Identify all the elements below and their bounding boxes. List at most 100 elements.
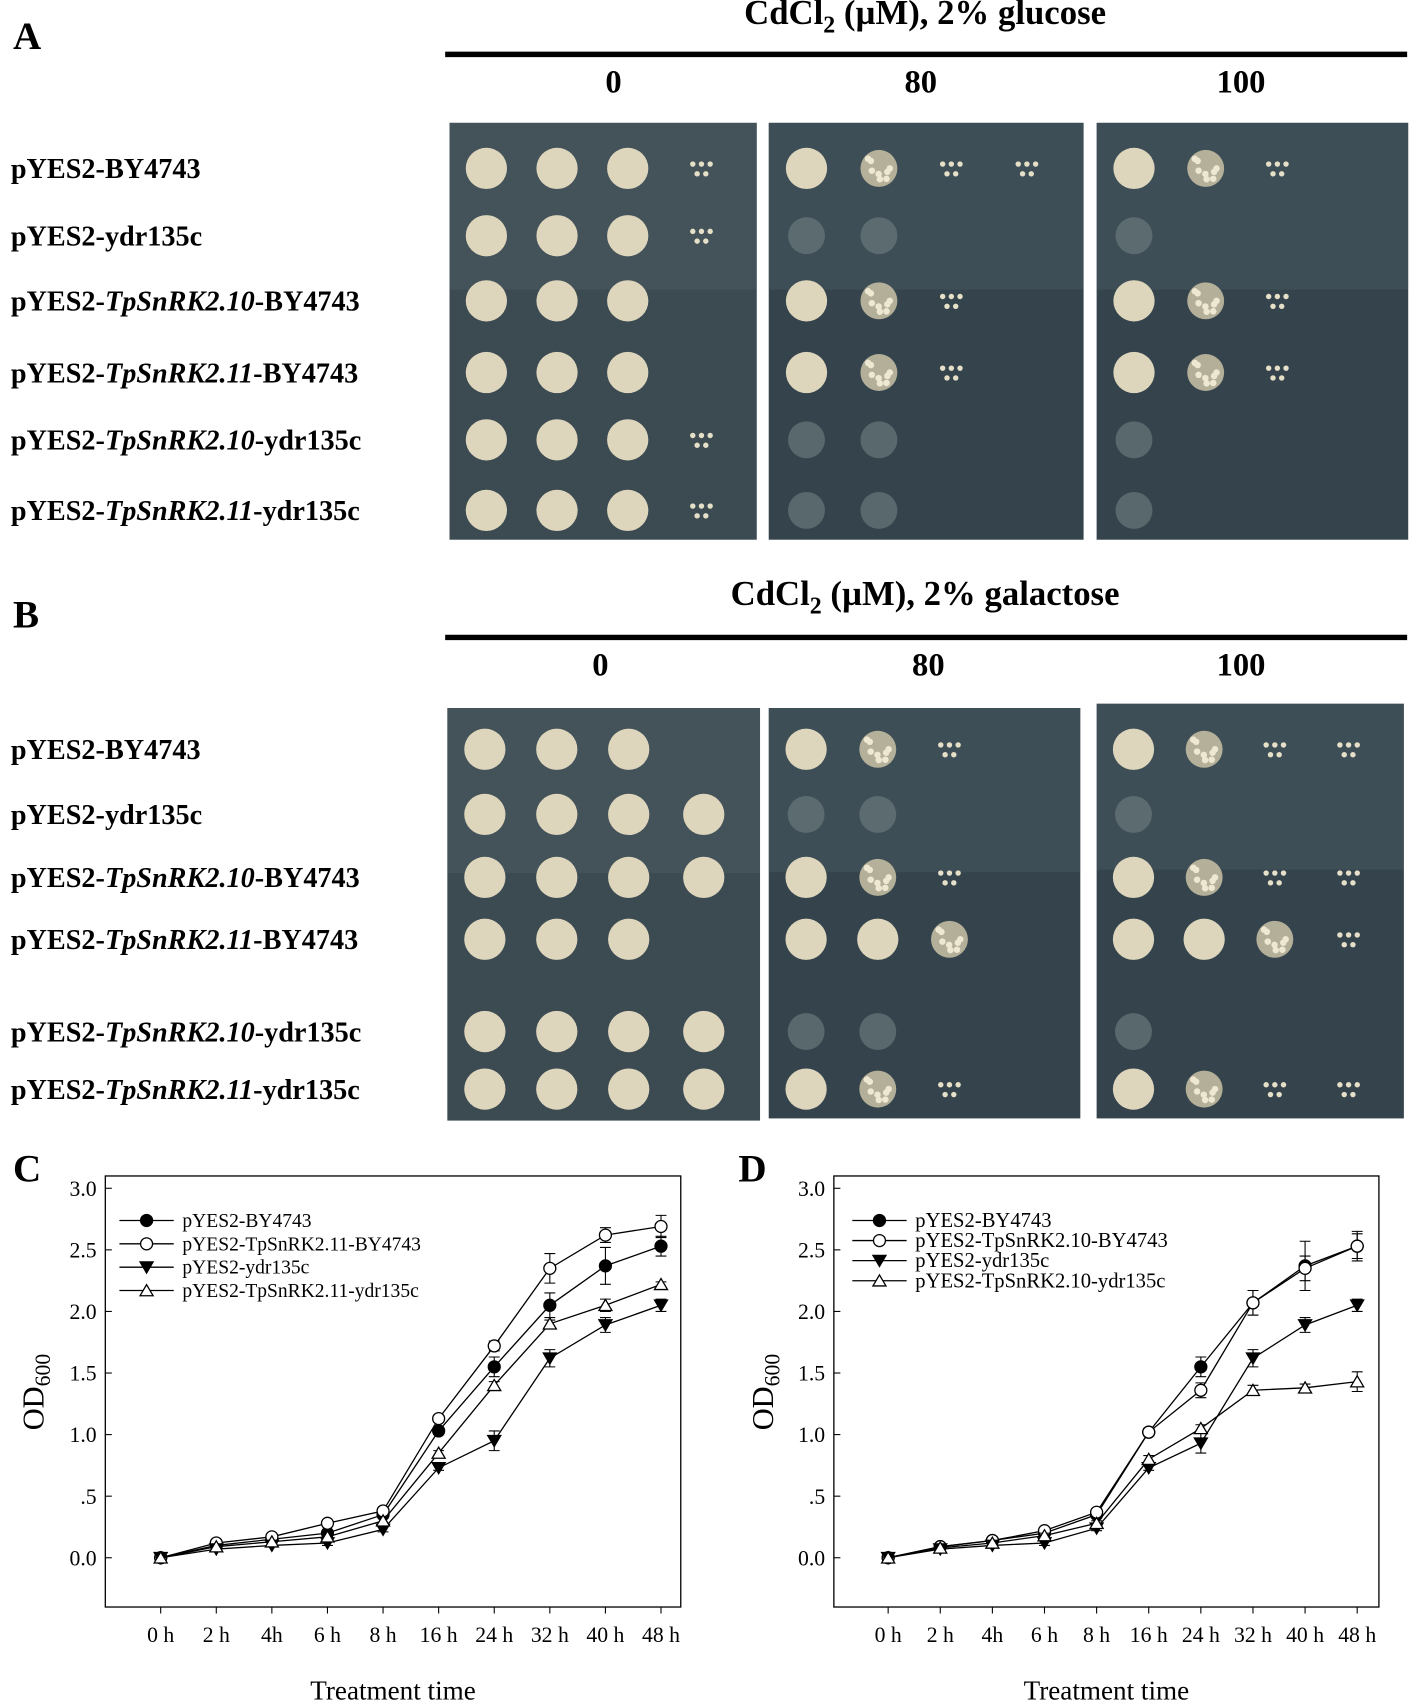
- y-tick-label: 3.0: [798, 1177, 825, 1201]
- colony-speck: [1345, 870, 1352, 876]
- colony: [608, 1068, 650, 1110]
- colony-faint: [859, 1013, 897, 1051]
- strain-label: pYES2-TpSnRK2.11-ydr135c: [11, 496, 360, 527]
- colony-speck: [1341, 880, 1347, 886]
- marker: [1193, 1437, 1209, 1451]
- colony: [607, 489, 649, 532]
- colony-speck: [876, 380, 884, 387]
- marker: [871, 1273, 888, 1287]
- marker: [1088, 1516, 1105, 1530]
- strain-part: TpSnRK2.10: [105, 863, 255, 894]
- panel-letter: B: [13, 594, 39, 637]
- colony-speck: [1260, 926, 1268, 933]
- marker: [984, 1535, 1001, 1549]
- colony-speck: [875, 1096, 882, 1104]
- strain-label: pYES2-BY4743: [11, 154, 201, 185]
- colony-speck: [883, 175, 890, 183]
- colony-speck: [939, 293, 946, 300]
- colony: [1113, 280, 1155, 322]
- series-line: [160, 1225, 662, 1559]
- colony-speck: [1191, 287, 1199, 295]
- colony-speck: [1265, 365, 1272, 371]
- colony-speck: [1201, 884, 1209, 892]
- colony-speck: [1209, 749, 1216, 756]
- legend-label: pYES2-BY4743: [915, 1210, 1051, 1232]
- marker: [1349, 1374, 1365, 1388]
- colony-speck: [953, 946, 961, 953]
- colony: [536, 489, 578, 532]
- colony-speck: [863, 864, 871, 872]
- colony-speck: [955, 742, 961, 748]
- colony-faint: [788, 421, 825, 459]
- concentration: 0: [605, 64, 621, 100]
- legend-label: pYES2-BY4743: [182, 1211, 311, 1232]
- colony: [536, 856, 578, 899]
- colony-speck: [883, 308, 890, 315]
- colony-speck: [1283, 293, 1289, 300]
- plot-frame: [104, 1175, 682, 1608]
- strain-part: TpSnRK2.10: [105, 287, 255, 318]
- x-tick-label: 0 h: [147, 1623, 174, 1647]
- x-tick-label: 48 h: [1338, 1623, 1376, 1647]
- colony-speck: [874, 751, 881, 759]
- strain-part: -BY4743: [255, 863, 360, 894]
- condition-part: 2: [810, 594, 822, 620]
- strain-label: pYES2-TpSnRK2.11-BY4743: [11, 358, 358, 389]
- strain-label: pYES2-TpSnRK2.11-BY4743: [11, 925, 358, 956]
- colony-speck: [1354, 932, 1360, 938]
- strain-part: pYES2-: [11, 358, 105, 389]
- colony-speck: [874, 879, 881, 887]
- colony-speck: [690, 228, 696, 235]
- x-tick-label: 4h: [261, 1623, 283, 1647]
- x-tick-label: 2 h: [927, 1623, 954, 1647]
- y-tick-label: 2.0: [798, 1300, 825, 1324]
- marker: [654, 1219, 668, 1234]
- marker: [654, 1239, 668, 1253]
- colony-speck: [939, 938, 946, 945]
- strain-part: -BY4743: [255, 287, 360, 318]
- colony-speck: [1274, 161, 1281, 167]
- y-label-part: 600: [761, 1354, 785, 1387]
- colony-speck: [1200, 751, 1208, 759]
- colony-speck: [1202, 374, 1209, 382]
- panel-letter: A: [13, 15, 41, 58]
- colony-speck: [703, 442, 709, 448]
- marker: [597, 1298, 614, 1312]
- colony-speck: [1210, 168, 1218, 176]
- colony-speck: [698, 161, 705, 167]
- colony-speck: [1283, 161, 1289, 167]
- colony-faint: [1115, 1013, 1152, 1051]
- strain-label: pYES2-TpSnRK2.10-ydr135c: [11, 1017, 361, 1048]
- colony-speck: [1193, 748, 1201, 755]
- marker: [1297, 1380, 1313, 1394]
- colony-speck: [882, 877, 890, 885]
- series-line: [888, 1245, 1358, 1559]
- colony: [536, 1068, 578, 1110]
- y-label-part: OD: [746, 1386, 780, 1430]
- colony-speck: [1272, 870, 1278, 876]
- colony-speck: [1272, 1082, 1278, 1088]
- marker: [872, 1213, 887, 1228]
- colony-speck: [690, 503, 696, 509]
- marker: [1349, 1299, 1365, 1313]
- colony: [785, 856, 827, 899]
- strain-part: TpSnRK2.10: [105, 1017, 255, 1048]
- marker: [880, 1550, 896, 1564]
- colony: [608, 793, 650, 836]
- colony-speck: [1341, 751, 1347, 758]
- colony-speck: [884, 372, 891, 380]
- colony: [607, 147, 649, 190]
- colony-speck: [957, 293, 963, 300]
- x-tick-label: 6 h: [1031, 1623, 1058, 1647]
- colony-faint: [859, 795, 897, 833]
- strain-part: TpSnRK2.11: [105, 496, 253, 527]
- colony-faint: [1115, 795, 1152, 833]
- colony-speck: [863, 736, 871, 743]
- colony: [785, 1068, 827, 1110]
- x-tick-label: 8 h: [1083, 1623, 1110, 1647]
- x-axis-label: Treatment time: [1024, 1675, 1190, 1705]
- colony-speck: [868, 299, 876, 307]
- colony-speck: [955, 870, 961, 876]
- colony-speck: [938, 1082, 944, 1088]
- condition-part: (µM), 2% galactose: [822, 574, 1120, 613]
